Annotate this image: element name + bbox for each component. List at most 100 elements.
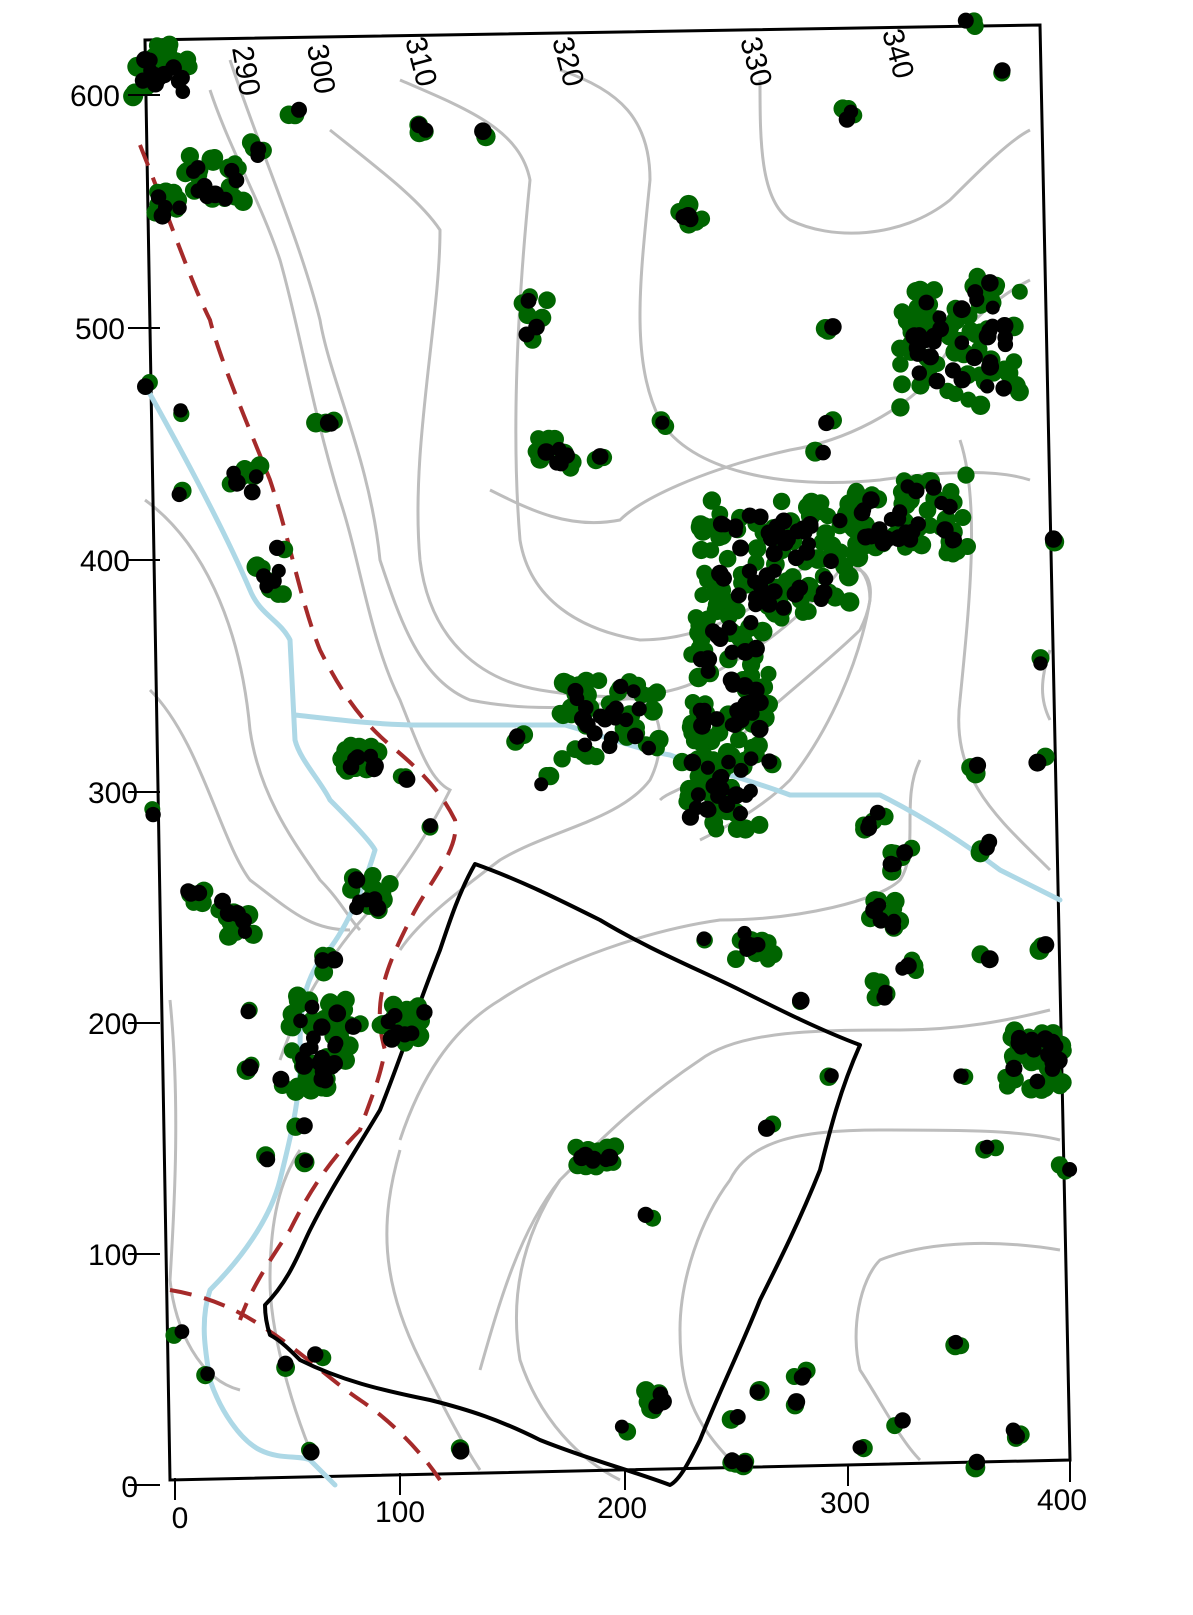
tree-stem-point [351,894,367,910]
tree-stem-point [852,1440,868,1455]
tree-stem-point [145,806,161,823]
tree-stem-point [682,211,699,228]
tree-stem-point [328,1035,344,1051]
tree-stem-point [957,12,974,29]
tree-stem-point [877,530,896,548]
tree-canopy-point [938,545,955,562]
tree-stem-point [743,751,759,766]
tree-canopy-point [160,39,178,57]
tree-stem-point [637,1206,654,1223]
tree-stem-point [199,188,215,205]
tree-stem-point [729,1409,746,1425]
tree-stem-point [641,740,656,756]
tree-stem-point [269,539,286,557]
contour-line [957,439,1052,872]
tree-stem-point [228,474,246,492]
tree-canopy-point [939,382,956,400]
tree-canopy-point [918,501,937,520]
tree-canopy-point [730,730,748,749]
tree-canopy-point [957,466,975,484]
tree-canopy-point [727,819,747,839]
tree-stem-point [295,1117,313,1135]
tree-stem-point [214,892,231,910]
contour-line [268,1149,312,1451]
tree-stem-point [730,587,747,604]
tree-stem-point [700,760,716,775]
tree-stem-point [747,639,765,658]
tree-stem-point [945,531,963,548]
tree-stem-point [801,537,817,552]
tree-stem-point [250,141,267,158]
tree-stem-point [314,952,332,969]
tree-stem-point [418,122,434,138]
tree-stem-point [708,711,725,727]
tree-stem-point [277,1355,294,1372]
tree-stem-point [1005,1422,1021,1438]
tree-stem-point [954,335,970,351]
tree-stem-point [732,539,750,557]
tree-stem-point [860,819,878,837]
contour-line [228,59,662,951]
tree-stem-point [534,777,549,792]
contour-labels: 290 300 310 320 330 340 [225,25,920,98]
tree-stem-point [767,563,782,578]
tree-stem-point [1025,1041,1042,1058]
contour-line [559,68,1031,484]
tree-stem-point [700,663,716,679]
tree-stem-point [306,1030,321,1046]
contour-label-300: 300 [300,41,341,96]
tree-stem-point [293,1013,308,1029]
tree-stem-point [316,1065,332,1081]
x-tick-label: 0 [172,1502,189,1535]
tree-canopy-point [205,149,223,167]
tree-stem-point [792,991,810,1010]
tree-canopy-point [885,891,905,911]
tree-stem-point [171,486,187,503]
tree-stem-point [600,1148,619,1167]
tree-stem-point [980,379,995,394]
tree-canopy-point [906,282,926,301]
tree-canopy-point [893,375,911,394]
tree-stem-point [900,479,915,494]
tree-stem-point [313,1018,331,1036]
tree-stem-point [175,84,191,99]
tree-stem-point [953,1068,969,1084]
tree-stem-point [750,937,766,953]
tree-canopy-point [363,867,382,885]
tree-stem-point [824,318,842,336]
tree-canopy-point [839,592,860,612]
contour-line [168,999,241,1392]
contour-label-330: 330 [733,33,778,90]
tree-stem-point [1028,753,1047,772]
tree-canopy-point [587,747,605,766]
tree-stem-point [577,737,593,753]
tree-stem-point [944,362,962,379]
tree-stem-point [869,804,886,821]
tree-stem-point [765,544,783,563]
tree-canopy-point [518,306,537,325]
tree-stem-point [266,573,282,589]
tree-stem-point [896,844,914,862]
tree-stem-point [979,1139,995,1155]
tree-stem-point [200,1366,215,1382]
tree-stem-point [872,897,887,913]
tree-stem-point [1033,656,1048,671]
tree-stem-point [313,1049,331,1067]
tree-stem-point [604,703,622,721]
contour-line [144,498,362,932]
x-tick-label: 200 [597,1492,647,1525]
tree-stem-point [787,1393,806,1411]
tree-stem-point [728,523,743,538]
tree-stem-point [319,414,338,432]
tree-stem-point [146,75,164,93]
tree-canopy-point [699,610,717,628]
tree-stem-point [296,1055,314,1073]
tree-stem-point [712,515,730,533]
tree-canopy-point [180,147,199,166]
tree-stem-point [980,950,999,969]
tree-stem-point [190,160,206,176]
tree-stem-point [791,579,809,597]
tree-stem-point [823,553,839,570]
tree-canopy-point [702,491,722,510]
tree-stem-point [737,925,752,941]
